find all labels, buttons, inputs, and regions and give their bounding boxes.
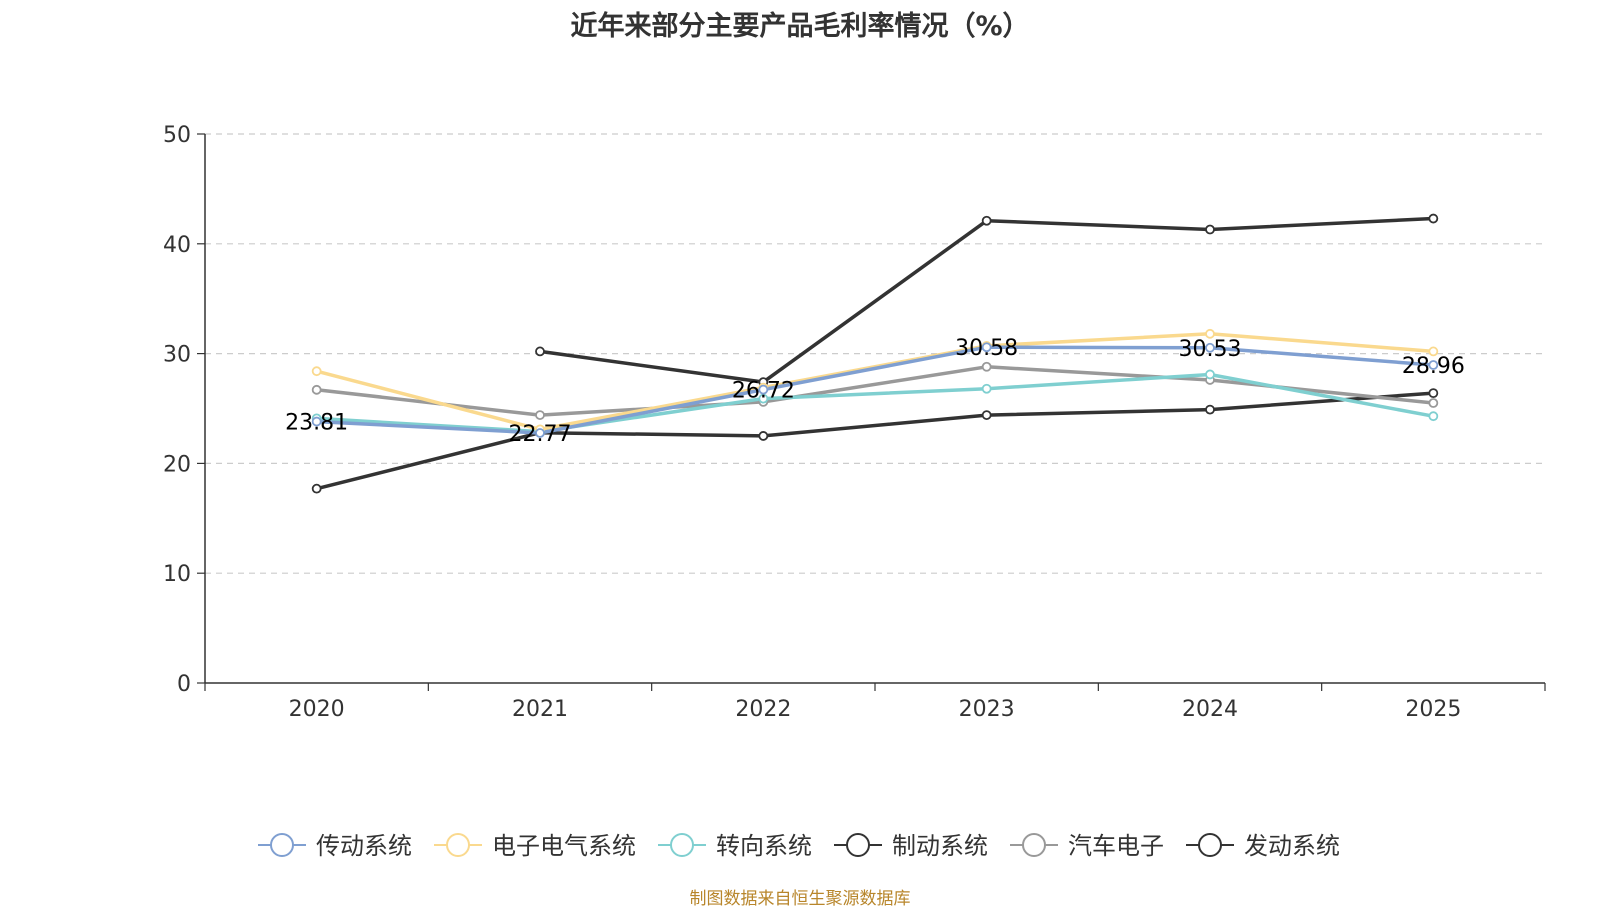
data-label: 30.53 — [1179, 337, 1242, 362]
data-point — [758, 384, 769, 395]
legend-marker-icon — [1198, 833, 1222, 857]
data-point — [311, 416, 322, 427]
y-tick-label: 20 — [163, 452, 191, 477]
x-tick-label: 2024 — [1182, 697, 1238, 722]
x-tick-label: 2021 — [512, 697, 568, 722]
data-label: 26.72 — [732, 379, 795, 404]
x-tick-label: 2020 — [289, 697, 345, 722]
legend-label: 电子电气系统 — [492, 832, 636, 860]
data-point — [981, 383, 992, 394]
data-point — [1205, 342, 1215, 353]
legend-label: 传动系统 — [316, 832, 412, 860]
data-point — [1428, 213, 1439, 224]
x-tick-label: 2025 — [1405, 697, 1461, 722]
data-point — [1428, 411, 1439, 422]
y-tick-label: 50 — [163, 123, 191, 148]
data-point — [981, 342, 992, 353]
y-tick-label: 40 — [163, 233, 191, 258]
y-tick-label: 10 — [163, 562, 191, 587]
legend-label: 发动系统 — [1244, 832, 1340, 860]
data-point — [1428, 398, 1439, 408]
legend-marker-icon — [670, 833, 694, 857]
data-label: 22.77 — [509, 422, 572, 447]
data-point — [535, 428, 545, 438]
legend-label: 转向系统 — [716, 832, 812, 860]
data-point — [311, 483, 322, 494]
data-point — [981, 361, 992, 372]
legend-label: 汽车电子 — [1068, 832, 1164, 860]
data-label: 28.96 — [1402, 354, 1465, 379]
data-point — [1205, 404, 1215, 415]
data-point — [535, 410, 545, 420]
source-note: 制图数据来自恒生聚源数据库 — [689, 889, 911, 909]
data-point — [311, 366, 322, 377]
data-point — [1205, 328, 1215, 339]
data-point — [1205, 224, 1215, 235]
data-label: 23.81 — [285, 411, 348, 436]
data-point — [758, 431, 769, 441]
data-label: 30.58 — [955, 336, 1018, 361]
legend-label: 制动系统 — [892, 832, 988, 860]
chart-title: 近年来部分主要产品毛利率情况（%） — [570, 11, 1030, 42]
legend-marker-icon — [446, 833, 470, 857]
data-point — [981, 410, 992, 420]
data-point — [311, 384, 322, 395]
series-line — [316, 332, 1434, 432]
y-tick-label: 0 — [177, 672, 191, 697]
series-line — [316, 391, 1434, 491]
series-line — [316, 345, 1434, 435]
legend-marker-icon — [270, 833, 294, 857]
series-line — [316, 365, 1434, 417]
data-point — [981, 215, 992, 226]
x-tick-label: 2023 — [959, 697, 1015, 722]
data-point — [535, 346, 545, 357]
data-point — [1428, 346, 1439, 357]
data-point — [1205, 369, 1215, 380]
data-point — [1428, 388, 1439, 399]
legend-marker-icon — [846, 833, 870, 857]
data-point — [758, 393, 769, 404]
legend-marker-icon — [1022, 833, 1046, 857]
x-tick-label: 2022 — [735, 697, 791, 722]
data-point — [1428, 360, 1439, 370]
y-tick-label: 30 — [163, 343, 191, 368]
